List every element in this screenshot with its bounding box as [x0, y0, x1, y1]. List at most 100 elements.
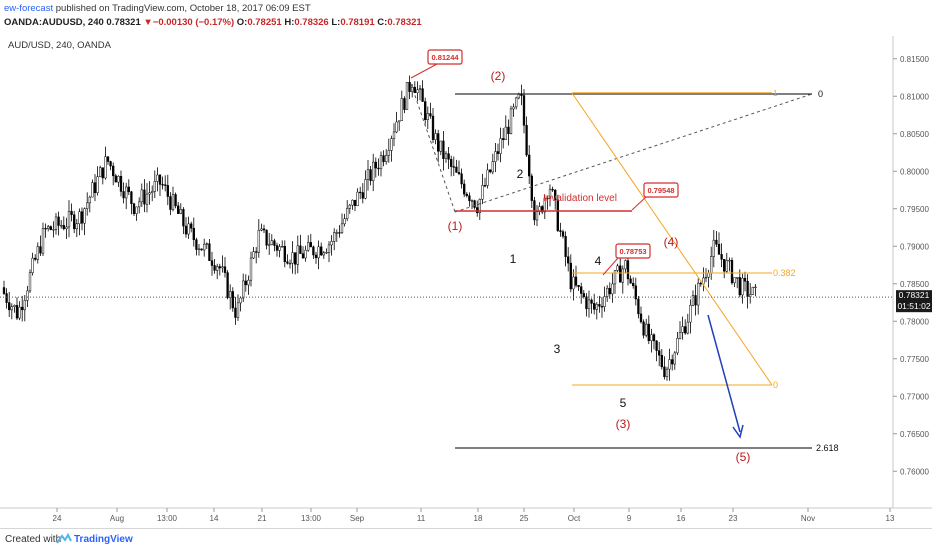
candle-body: [184, 225, 188, 235]
candle-body: [226, 272, 229, 299]
candle-body: [585, 296, 588, 310]
price-chart[interactable]: 0.81244 0.79548 0.78753 Invalidation lev…: [0, 36, 932, 526]
candle-body: [457, 172, 461, 175]
candle-body: [699, 282, 702, 285]
candle-body: [556, 199, 559, 231]
fib-label-2618: 2.618: [816, 443, 839, 453]
y-axis[interactable]: 0.81500 0.81000 0.80500 0.80000 0.79500 0.790…: [893, 55, 929, 477]
candle-body: [738, 277, 741, 296]
candle-body: [130, 191, 133, 204]
candle-body: [5, 293, 8, 303]
candle-body: [197, 248, 201, 250]
candle-body: [262, 228, 266, 231]
candle-body: [546, 197, 549, 200]
fib-label-0-bottom: 0: [773, 380, 778, 390]
candle-body: [127, 186, 130, 193]
dashed-trend-line: [454, 93, 813, 213]
wave-label-red-3: (3): [616, 417, 631, 431]
candle-body: [239, 297, 242, 304]
x-axis[interactable]: 24 Aug 13:00 14 21 13:00 Sep 11 18 25 Oct 9 16 23 Nov 1…: [53, 508, 895, 523]
candle-body: [673, 352, 676, 365]
candle-body: [366, 169, 370, 180]
candle-body: [104, 156, 107, 179]
publish-info: published on TradingView.com, October 18…: [53, 3, 311, 14]
candle-body: [629, 278, 632, 284]
candle-body: [746, 280, 749, 297]
x-tick-label: 9: [627, 514, 632, 523]
candle-body: [28, 272, 32, 292]
candle-body: [166, 185, 169, 197]
candle-body: [218, 266, 221, 269]
candle-body: [47, 226, 50, 229]
chart-area[interactable]: 0.81244 0.79548 0.78753 Invalidation lev…: [0, 36, 932, 526]
y-tick-label: 0.77000: [900, 392, 929, 401]
callout-wave4-text: 0.78753: [619, 247, 646, 256]
candle-body: [559, 230, 562, 232]
low-label: L:: [331, 17, 341, 28]
candle-body: [444, 153, 448, 159]
candle-body: [522, 95, 526, 126]
candle-body: [236, 302, 240, 318]
candle-body: [346, 208, 349, 219]
candle-body: [21, 306, 24, 311]
candle-body: [743, 277, 747, 282]
candle-body: [499, 138, 502, 154]
candle-body: [567, 256, 570, 264]
tradingview-logo-icon: [56, 532, 72, 544]
candle-body: [704, 276, 708, 279]
candle-body: [619, 265, 622, 283]
candle-body: [83, 208, 86, 224]
candle-body: [96, 176, 99, 194]
callout-invalidation: 0.79548: [631, 182, 679, 211]
candle-body: [470, 200, 474, 202]
candle-body: [101, 167, 104, 179]
candle-body: [119, 176, 123, 192]
candle-body: [140, 189, 143, 203]
candle-body: [634, 285, 637, 300]
candle-body: [257, 230, 260, 253]
candle-body: [434, 133, 437, 140]
x-tick-label: 13:00: [301, 514, 322, 523]
close-label: C:: [377, 17, 388, 28]
change-down-icon: ▼: [143, 17, 153, 28]
candle-body: [728, 260, 731, 262]
candle-body: [426, 113, 429, 120]
candle-body: [138, 201, 141, 208]
candle-body: [650, 334, 653, 341]
wave-label-black-4: 4: [595, 254, 602, 268]
close-value: 0.78321: [387, 17, 422, 28]
candle-body: [174, 194, 177, 207]
y-tick-label: 0.76000: [900, 467, 929, 476]
y-tick-label: 0.78000: [900, 317, 929, 326]
invalidation-level-label: Invalidation level: [543, 193, 617, 204]
candle-body: [424, 101, 427, 120]
candle-body: [182, 209, 185, 227]
candle-body: [395, 121, 398, 133]
candle-body: [309, 242, 312, 248]
candle-body: [600, 306, 604, 308]
candle-body: [725, 260, 728, 272]
candle-body: [694, 295, 697, 306]
candle-body: [143, 189, 146, 205]
candle-body: [476, 207, 479, 214]
candle-body: [502, 138, 505, 141]
candle-body: [455, 166, 458, 173]
author-link[interactable]: ew-forecast: [4, 3, 54, 14]
candle-body: [468, 195, 471, 202]
candle-body: [286, 261, 289, 264]
candle-body: [437, 133, 440, 152]
candle-body: [304, 249, 307, 259]
tradingview-brand-link[interactable]: TradingView: [74, 534, 133, 545]
candle-body: [145, 193, 149, 205]
current-price-text: 0.78321: [899, 290, 930, 300]
candle-body: [452, 166, 455, 168]
candle-body: [613, 270, 617, 285]
candle-body: [730, 260, 734, 284]
wave-label-red-1: (1): [448, 219, 463, 233]
candle-body: [273, 240, 276, 246]
candle-body: [658, 350, 661, 356]
candle-body: [379, 155, 383, 170]
candle-body: [348, 204, 351, 209]
candle-body: [554, 189, 557, 201]
candle-body: [288, 262, 292, 265]
